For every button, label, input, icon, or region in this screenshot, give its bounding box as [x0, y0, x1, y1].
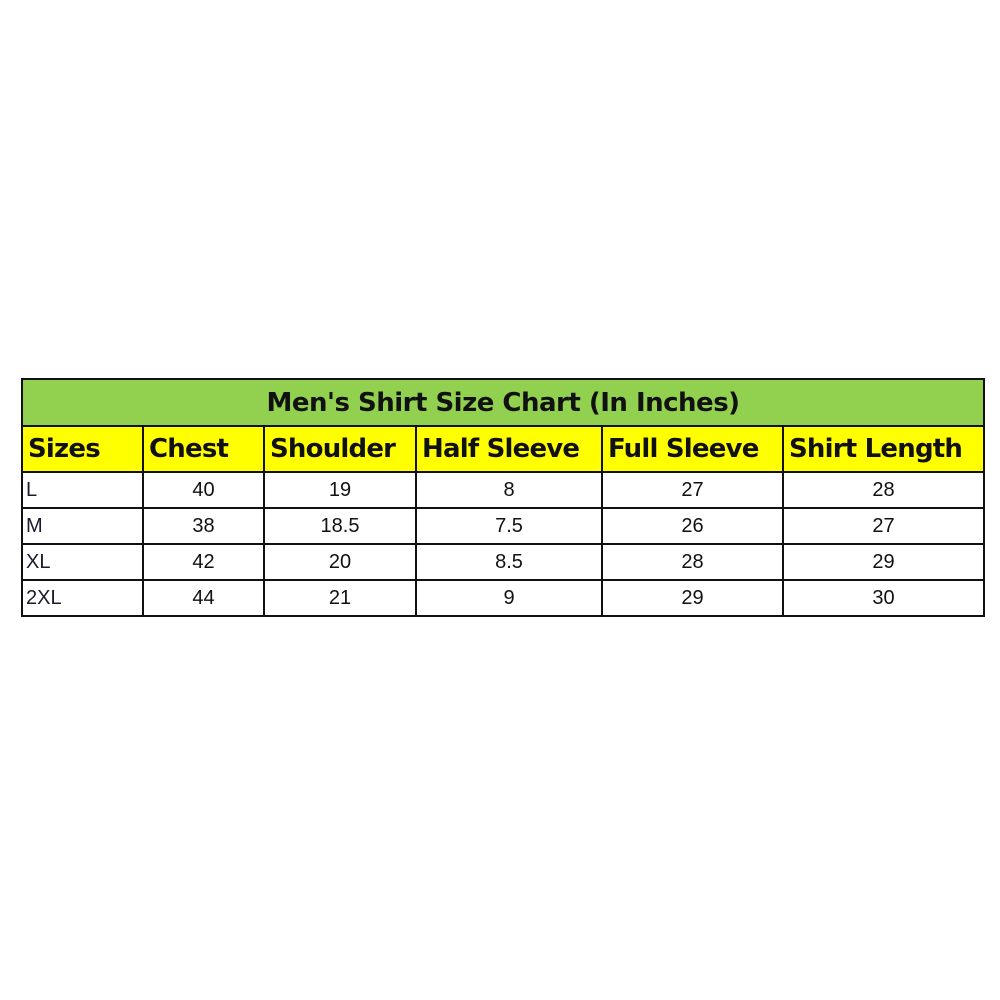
cell-shirt-length: 29	[781, 543, 986, 581]
cell-half-sleeve: 8	[415, 471, 603, 509]
cell-shirt-length: 30	[781, 579, 986, 617]
header-chest: Chest	[142, 425, 265, 473]
cell-full-sleeve: 29	[601, 579, 784, 617]
cell-shoulder: 18.5	[263, 507, 417, 545]
header-shoulder: Shoulder	[263, 425, 417, 473]
cell-shoulder: 20	[263, 543, 417, 581]
cell-size: M	[21, 507, 144, 545]
header-row: Sizes Chest Shoulder Half Sleeve Full Sl…	[21, 425, 986, 473]
header-sizes: Sizes	[21, 425, 144, 473]
table-row: M 38 18.5 7.5 26 27	[21, 507, 986, 545]
cell-chest: 44	[142, 579, 265, 617]
cell-full-sleeve: 28	[601, 543, 784, 581]
cell-shoulder: 19	[263, 471, 417, 509]
header-full-sleeve: Full Sleeve	[601, 425, 784, 473]
cell-full-sleeve: 27	[601, 471, 784, 509]
table-row: 2XL 44 21 9 29 30	[21, 579, 986, 617]
cell-shoulder: 21	[263, 579, 417, 617]
cell-chest: 38	[142, 507, 265, 545]
cell-chest: 42	[142, 543, 265, 581]
cell-half-sleeve: 8.5	[415, 543, 603, 581]
header-half-sleeve: Half Sleeve	[415, 425, 603, 473]
cell-full-sleeve: 26	[601, 507, 784, 545]
size-chart-table: Men's Shirt Size Chart (In Inches) Sizes…	[20, 378, 986, 617]
cell-half-sleeve: 7.5	[415, 507, 603, 545]
table-row: XL 42 20 8.5 28 29	[21, 543, 986, 581]
cell-size: L	[21, 471, 144, 509]
table-row: L 40 19 8 27 28	[21, 471, 986, 509]
cell-size: 2XL	[21, 579, 144, 617]
header-shirt-length: Shirt Length	[781, 425, 986, 473]
cell-shirt-length: 27	[781, 507, 986, 545]
cell-shirt-length: 28	[781, 471, 986, 509]
cell-chest: 40	[142, 471, 265, 509]
cell-half-sleeve: 9	[415, 579, 603, 617]
cell-size: XL	[21, 543, 144, 581]
table-title: Men's Shirt Size Chart (In Inches)	[20, 378, 986, 427]
